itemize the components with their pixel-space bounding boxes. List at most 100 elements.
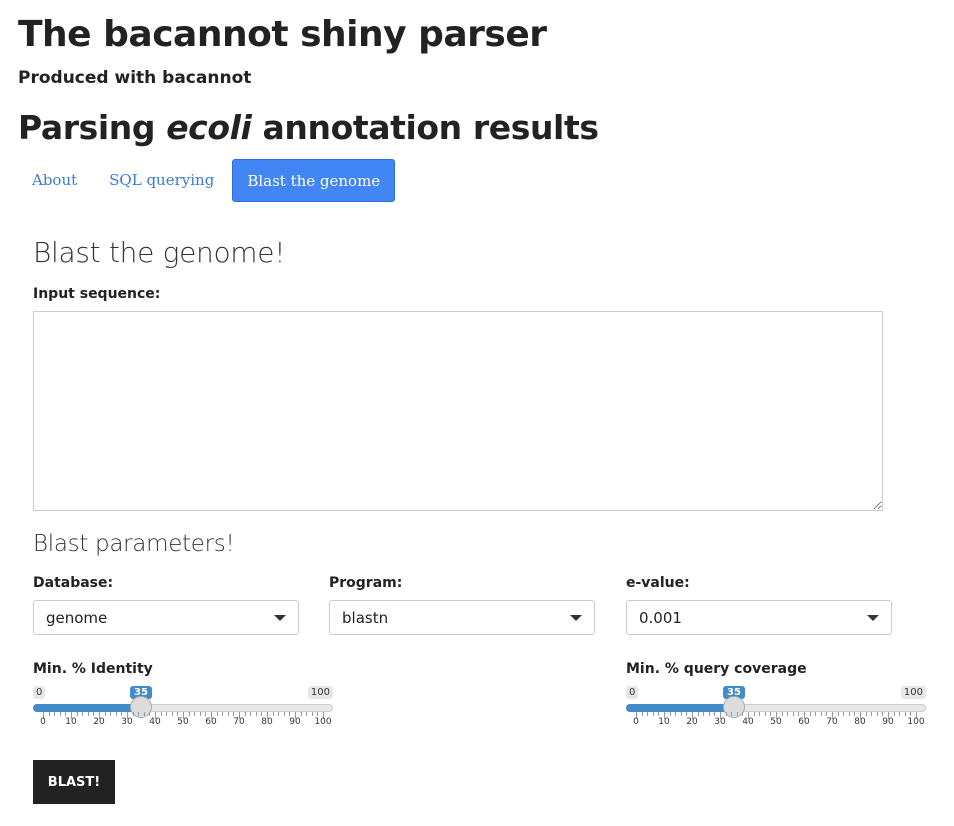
slider-tick — [871, 712, 873, 716]
slider-handle[interactable] — [130, 696, 152, 718]
identity-label: Min. % Identity — [33, 661, 153, 677]
slider-value-label: 35 — [130, 686, 152, 699]
slider-tick — [910, 712, 912, 716]
slider-tick — [278, 712, 280, 716]
slider-tick — [283, 712, 285, 716]
database-select[interactable]: genome — [33, 600, 299, 635]
parsing-suffix: annotation results — [251, 108, 599, 147]
chevron-down-icon — [867, 614, 879, 621]
page-title: The bacannot shiny parser — [18, 14, 547, 55]
tab-blast-the-genome[interactable]: Blast the genome — [232, 159, 396, 202]
slider-tick — [311, 712, 313, 716]
slider-tick — [837, 712, 839, 716]
parsing-heading: Parsing ecoli annotation results — [18, 108, 599, 147]
parsing-organism: ecoli — [166, 108, 252, 147]
slider-tick — [261, 712, 263, 716]
slider-tick — [776, 712, 777, 719]
slider-tick — [216, 712, 218, 716]
chevron-down-icon — [570, 614, 582, 621]
page-subtitle: Produced with bacannot — [18, 68, 252, 88]
slider-tick — [300, 712, 302, 716]
slider-tick — [233, 712, 235, 716]
database-value: genome — [46, 608, 108, 627]
slider-tick — [211, 712, 212, 719]
slider-fill — [33, 704, 141, 712]
slider-tick — [916, 712, 917, 719]
slider-tick — [865, 712, 867, 716]
slider-tick — [848, 712, 850, 716]
slider-tick — [736, 712, 738, 716]
slider-tick — [127, 712, 128, 719]
slider-tick — [826, 712, 828, 716]
slider-tick — [692, 712, 693, 719]
slider-tick — [43, 712, 44, 719]
slider-tick — [815, 712, 817, 716]
blast-button[interactable]: BLAST! — [33, 760, 115, 804]
slider-tick — [82, 712, 84, 716]
tab-sql-querying[interactable]: SQL querying — [109, 171, 215, 189]
slider-tick-label: 40 — [149, 717, 161, 727]
slider-tick — [764, 712, 766, 716]
slider-tick — [904, 712, 906, 716]
slider-tick — [71, 712, 72, 719]
tab-about[interactable]: About — [32, 171, 78, 189]
slider-tick — [820, 712, 822, 716]
evalue-label: e-value: — [626, 575, 690, 591]
slider-tick — [183, 712, 184, 719]
parsing-prefix: Parsing — [18, 108, 167, 147]
slider-max-label: 100 — [900, 686, 926, 699]
chevron-down-icon — [274, 614, 286, 621]
slider-tick — [703, 712, 705, 716]
slider-ticks — [626, 712, 926, 724]
slider-tick — [854, 712, 856, 716]
slider-ticks — [33, 712, 333, 724]
evalue-select[interactable]: 0.001 — [626, 600, 892, 635]
slider-tick — [652, 712, 654, 716]
tab-bar: About SQL querying Blast the genome — [18, 159, 396, 202]
slider-tick — [798, 712, 800, 716]
slider-tick-label: 50 — [770, 717, 782, 727]
slider-tick-label: 20 — [93, 717, 105, 727]
slider-tick — [697, 712, 699, 716]
slider-tick-label: 40 — [742, 717, 754, 727]
slider-tick — [323, 712, 324, 719]
slider-tick — [250, 712, 252, 716]
slider-tick — [753, 712, 755, 716]
coverage-slider[interactable]: 0 100 35 0 10 20 30 40 50 60 70 80 90 100 — [626, 686, 926, 746]
slider-tick-label: 90 — [882, 717, 894, 727]
slider-tick — [295, 712, 296, 719]
input-sequence-label: Input sequence: — [33, 286, 161, 302]
program-select[interactable]: blastn — [329, 600, 595, 635]
slider-tick — [636, 712, 637, 719]
slider-tick — [59, 712, 61, 716]
slider-tick — [272, 712, 274, 716]
slider-tick-label: 0 — [633, 717, 639, 727]
program-value: blastn — [342, 608, 389, 627]
slider-tick — [289, 712, 291, 716]
slider-tick — [104, 712, 106, 716]
slider-tick-label: 100 — [314, 717, 332, 727]
program-label: Program: — [329, 575, 403, 591]
slider-tick — [267, 712, 268, 719]
slider-tick — [804, 712, 805, 719]
database-label: Database: — [33, 575, 114, 591]
slider-tick — [742, 712, 744, 716]
slider-tick — [205, 712, 207, 716]
slider-tick-label: 80 — [854, 717, 866, 727]
slider-tick — [882, 712, 884, 716]
slider-tick-label: 100 — [907, 717, 925, 727]
slider-tick-label: 30 — [121, 717, 133, 727]
slider-tick — [770, 712, 772, 716]
slider-tick — [132, 712, 134, 716]
input-sequence-textarea[interactable] — [33, 311, 883, 511]
slider-tick — [669, 712, 671, 716]
identity-slider[interactable]: 0 100 35 0 10 20 30 40 50 60 70 80 90 100 — [33, 686, 333, 746]
slider-tick — [731, 712, 733, 716]
slider-tick — [115, 712, 117, 716]
slider-tick-label: 0 — [40, 717, 46, 727]
slider-tick — [171, 712, 173, 716]
slider-handle[interactable] — [723, 696, 745, 718]
slider-tick — [93, 712, 95, 716]
slider-tick — [99, 712, 100, 719]
slider-tick-label: 10 — [658, 717, 670, 727]
